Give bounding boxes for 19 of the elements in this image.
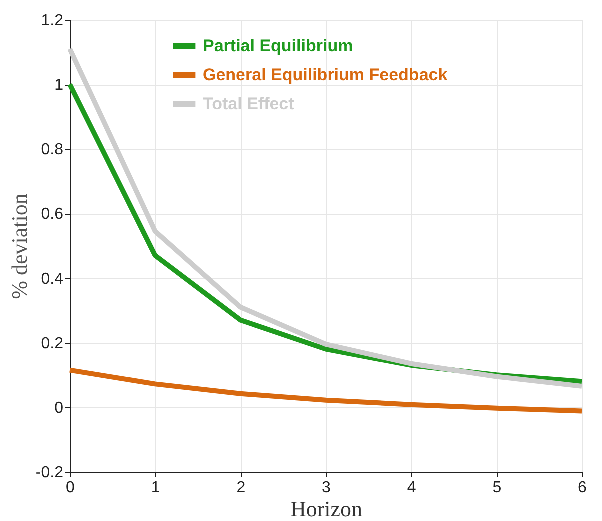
x-tick-label: 0 xyxy=(66,480,76,496)
y-tick-label: 0.6 xyxy=(41,206,64,224)
y-axis-title: % deviation xyxy=(6,194,32,300)
legend-label: Partial Equilibrium xyxy=(203,36,354,56)
x-tick-label: 2 xyxy=(236,480,246,496)
x-tick-label: 4 xyxy=(407,480,416,496)
y-tick-label: -0.2 xyxy=(36,464,64,482)
x-axis-title: Horizon xyxy=(290,496,363,521)
x-tick-label: 3 xyxy=(322,480,332,496)
y-tick-label: 1.2 xyxy=(41,12,64,30)
x-tick-label: 1 xyxy=(151,480,160,496)
y-tick-label: 0.8 xyxy=(41,142,64,159)
y-tick-label: 0 xyxy=(54,400,64,417)
x-tick-label: 5 xyxy=(492,480,502,496)
y-tick-label: 1 xyxy=(54,77,64,94)
x-tick-label: 6 xyxy=(578,480,588,496)
y-tick-label: 0.2 xyxy=(41,335,64,352)
legend-label: General Equilibrium Feedback xyxy=(203,66,448,84)
y-tick-label: 0.4 xyxy=(41,270,64,288)
